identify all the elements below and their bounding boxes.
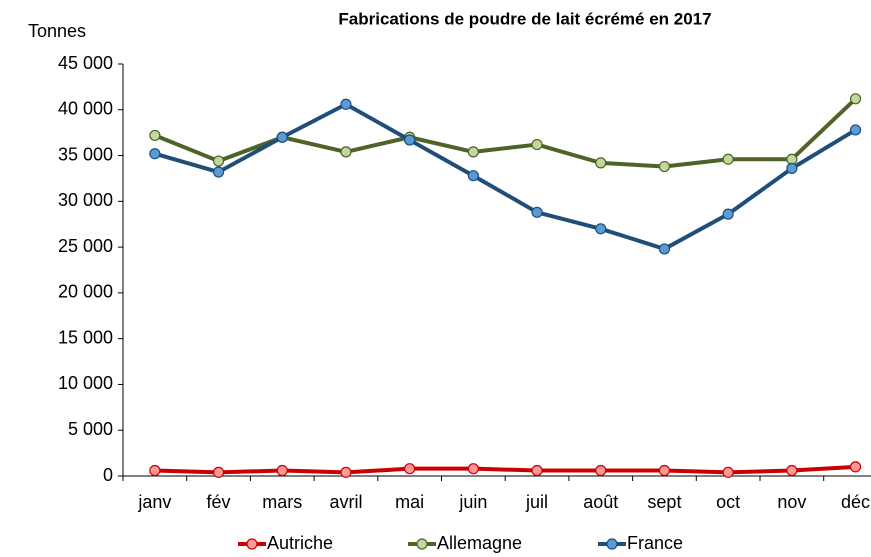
x-tick-label: août <box>583 492 618 512</box>
data-point <box>849 124 862 136</box>
data-point <box>849 93 862 105</box>
y-tick-label: 20 000 <box>58 282 113 302</box>
data-point <box>276 131 288 143</box>
data-point <box>467 463 479 475</box>
data-point <box>531 206 543 218</box>
x-tick-label: nov <box>777 492 806 512</box>
data-point <box>722 208 734 220</box>
y-tick-label: 40 000 <box>58 99 113 119</box>
x-tick-label: sept <box>647 492 681 512</box>
data-point <box>212 466 225 478</box>
data-point <box>340 98 352 110</box>
data-point <box>786 464 798 477</box>
data-point <box>722 153 734 165</box>
data-point <box>595 464 607 477</box>
y-tick-label: 5 000 <box>68 419 113 439</box>
x-tick-label: juil <box>525 492 548 512</box>
y-tick-label: 25 000 <box>58 236 113 256</box>
data-point <box>467 170 479 182</box>
series-line <box>154 102 857 251</box>
data-point <box>595 157 607 169</box>
data-point <box>531 138 543 151</box>
series-line <box>154 97 857 169</box>
series-line <box>154 464 856 475</box>
x-tick-label: mars <box>262 492 302 512</box>
data-point <box>212 155 225 167</box>
x-tick-label: janv <box>137 492 171 512</box>
data-point <box>658 160 671 173</box>
legend-marker <box>606 538 618 550</box>
data-point <box>722 466 734 478</box>
x-tick-label: mai <box>395 492 424 512</box>
legend-marker <box>246 538 258 550</box>
data-point <box>595 223 607 235</box>
x-tick-label: juin <box>458 492 487 512</box>
x-tick-label: avril <box>329 492 362 512</box>
data-point <box>149 148 161 160</box>
data-point <box>404 134 416 146</box>
data-point <box>658 243 671 255</box>
y-tick-label: 0 <box>103 465 113 485</box>
data-point <box>404 463 416 475</box>
data-point <box>212 166 225 178</box>
data-point <box>340 146 352 158</box>
data-point <box>149 464 161 477</box>
data-point <box>149 129 161 142</box>
chart-title: Fabrications de poudre de lait écrémé en… <box>338 9 711 28</box>
y-tick-label: 45 000 <box>58 53 113 73</box>
data-point <box>467 146 479 158</box>
y-tick-label: 15 000 <box>58 327 113 347</box>
data-point <box>531 464 543 477</box>
y-tick-label: 35 000 <box>58 144 113 164</box>
legend-label: Allemagne <box>437 533 522 553</box>
data-point <box>340 466 352 478</box>
legend-label: Autriche <box>267 533 333 553</box>
x-tick-label: déc <box>841 492 870 512</box>
data-point <box>658 464 671 477</box>
y-tick-label: 10 000 <box>58 373 113 393</box>
data-point <box>276 464 288 477</box>
y-axis-title: Tonnes <box>28 21 86 41</box>
x-tick-label: fév <box>207 492 231 512</box>
legend-marker <box>416 538 428 550</box>
data-point <box>786 162 798 174</box>
data-point <box>786 153 798 165</box>
data-point <box>849 461 862 473</box>
legend-label: France <box>627 533 683 553</box>
y-tick-label: 30 000 <box>58 190 113 210</box>
x-tick-label: oct <box>716 492 740 512</box>
